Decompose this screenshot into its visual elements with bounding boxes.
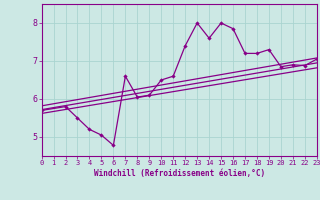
X-axis label: Windchill (Refroidissement éolien,°C): Windchill (Refroidissement éolien,°C): [94, 169, 265, 178]
